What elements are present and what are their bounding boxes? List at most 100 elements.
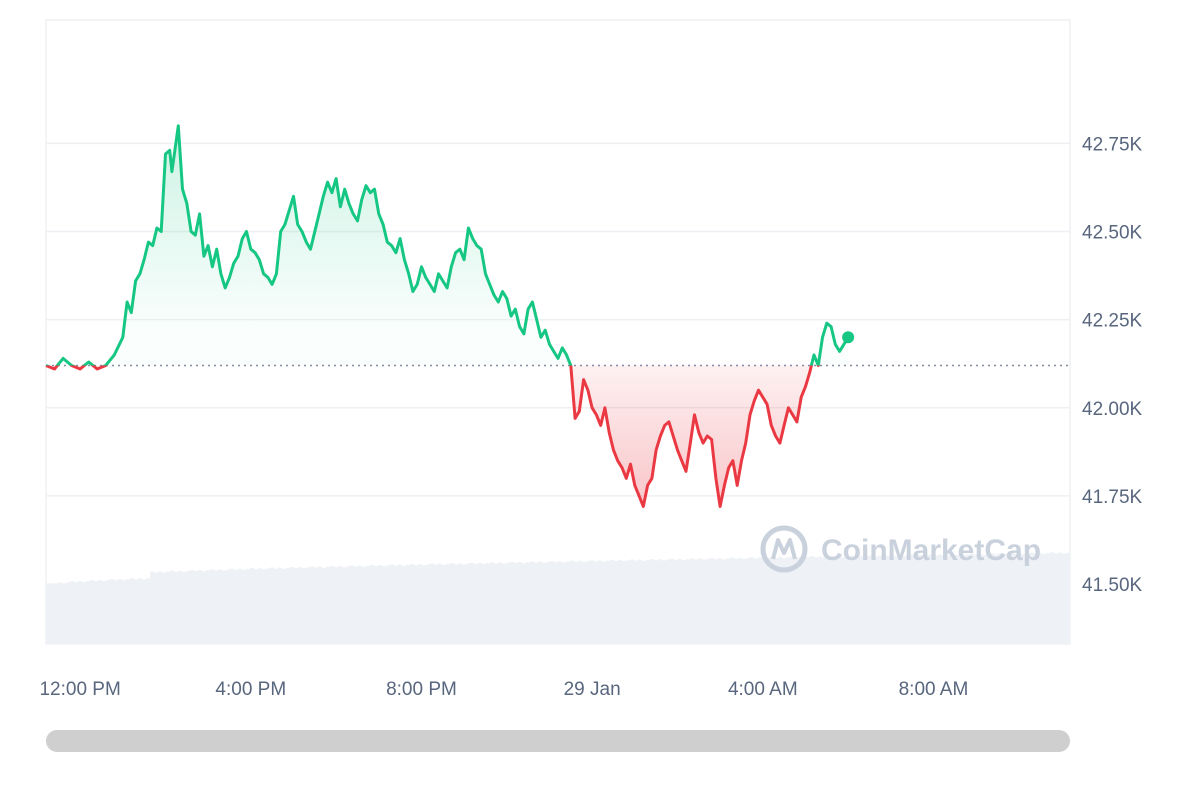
volume-bar [678, 558, 682, 644]
volume-bar [54, 583, 58, 644]
volume-bar [330, 565, 334, 644]
volume-bar [402, 565, 406, 644]
volume-bar [934, 555, 938, 644]
volume-bar [906, 555, 910, 644]
volume-bar [690, 558, 694, 644]
volume-bar [362, 566, 366, 644]
volume-bar [1026, 553, 1030, 644]
volume-bar [1006, 553, 1010, 644]
price-line-below [45, 365, 820, 508]
volume-bar [554, 562, 558, 644]
time-range-scrollbar[interactable] [46, 730, 1070, 752]
volume-bar [786, 557, 790, 644]
volume-bar [686, 559, 690, 644]
volume-bar [942, 555, 946, 644]
volume-bar [974, 554, 978, 644]
volume-bar [466, 563, 470, 644]
y-tick-label: 42.00K [1082, 399, 1143, 420]
volume-bar [1038, 552, 1042, 644]
volume-bar [162, 572, 166, 644]
volume-bar [578, 560, 582, 644]
volume-bar [714, 559, 718, 644]
y-tick-label: 41.50K [1082, 575, 1143, 596]
volume-bar [866, 556, 870, 644]
volume-bar [1010, 552, 1014, 644]
volume-bar [190, 569, 194, 644]
volume-bar [442, 564, 446, 644]
volume-bar [914, 555, 918, 644]
volume-bar [358, 565, 362, 644]
volume-bar [790, 556, 794, 644]
volume-bar [170, 570, 174, 644]
volume-bar [650, 559, 654, 644]
volume-bar [470, 562, 474, 644]
watermark-text: CoinMarketCap [821, 534, 1041, 567]
volume-bar [722, 559, 726, 644]
volume-bar [754, 558, 758, 644]
volume-bar [1054, 553, 1058, 644]
volume-bar [954, 555, 958, 644]
volume-bar [242, 569, 246, 644]
volume-bar [750, 557, 754, 644]
volume-bar [806, 557, 810, 644]
volume-bar [422, 565, 426, 644]
volume-bar [238, 568, 242, 644]
volume-bar [286, 567, 290, 644]
volume-bar [998, 553, 1002, 644]
volume-bar [370, 564, 374, 644]
volume-bar [566, 561, 570, 644]
volume-bar [90, 580, 94, 644]
volume-bar [1062, 553, 1066, 644]
volume-bar [1050, 552, 1054, 644]
volume-bar [126, 579, 130, 644]
volume-bar [926, 555, 930, 644]
volume-bar [1030, 552, 1034, 644]
volume-bar [970, 553, 974, 644]
x-tick-label: 4:00 AM [728, 679, 798, 700]
volume-bar [518, 562, 522, 644]
volume-bar [706, 558, 710, 644]
volume-bar [670, 558, 674, 644]
volume-bar [510, 561, 514, 644]
volume-bar [726, 558, 730, 644]
volume-bar [642, 560, 646, 644]
volume-bar [530, 561, 534, 644]
volume-bar [758, 557, 762, 644]
volume-bar [450, 563, 454, 644]
volume-bar [462, 564, 466, 644]
volume-bar [894, 555, 898, 644]
volume-bar [654, 560, 658, 644]
volume-bar [302, 568, 306, 644]
volume-bar [574, 561, 578, 644]
volume-bar [674, 559, 678, 644]
volume-bar [498, 562, 502, 644]
volume-bar [454, 564, 458, 644]
price-line [45, 124, 850, 508]
volume-bar [326, 566, 330, 644]
volume-bar [310, 566, 314, 644]
volume-bar [294, 568, 298, 644]
volume-bar [218, 569, 222, 644]
volume-bar [414, 565, 418, 644]
volume-bar [178, 570, 182, 644]
volume-bar [842, 557, 846, 644]
volume-bar [390, 564, 394, 644]
volume-bar [1046, 553, 1050, 644]
volume-bar [850, 555, 854, 644]
area-below-baseline [46, 365, 849, 507]
volume-bar [86, 581, 90, 644]
volume-bar [694, 559, 698, 644]
price-area-fills [46, 125, 849, 507]
volume-bar [526, 562, 530, 644]
volume-bar [774, 558, 778, 644]
volume-bar [130, 578, 134, 644]
volume-bar [778, 557, 782, 644]
volume-bar [118, 579, 122, 644]
volume-bar [318, 566, 322, 644]
volume-bar [386, 565, 390, 644]
volume-bar [514, 562, 518, 644]
volume-bar [62, 583, 66, 644]
volume-bar [602, 561, 606, 644]
volume-bar [766, 557, 770, 644]
volume-bar [698, 558, 702, 644]
